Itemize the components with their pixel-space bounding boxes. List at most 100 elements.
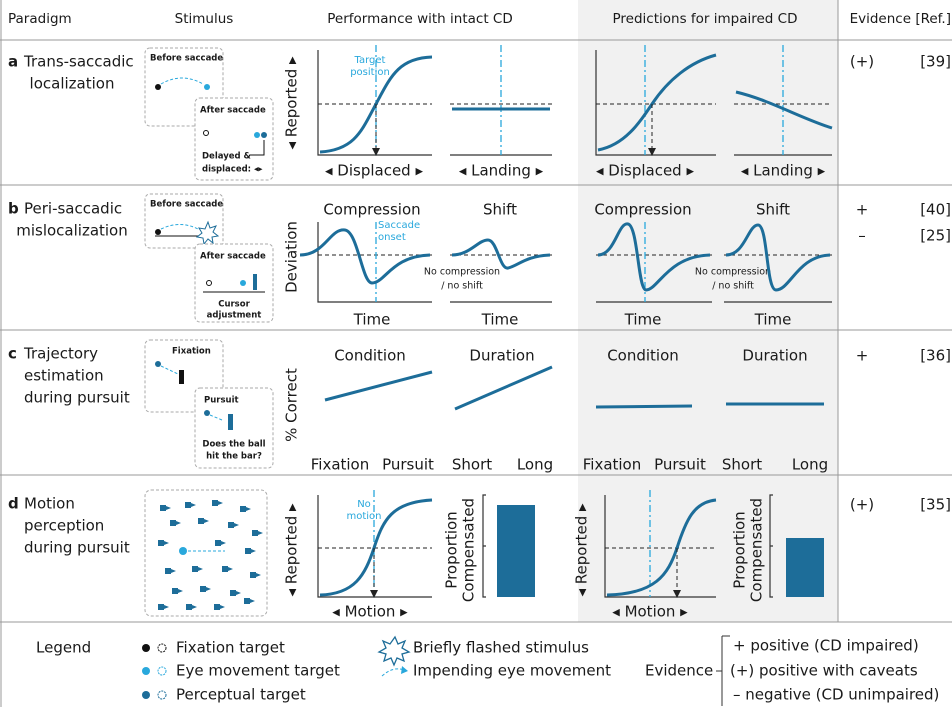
x-tick-label: Pursuit — [382, 456, 434, 474]
y-axis-label: Deviation — [283, 221, 301, 293]
x-axis-label: ◂ Landing ▸ — [741, 162, 826, 180]
stimulus-label: displaced: ◂▸ — [202, 165, 263, 175]
panel-title: Duration — [742, 347, 807, 365]
stimulus-label: hit the bar? — [206, 452, 262, 462]
paradigm: perception — [24, 517, 104, 535]
legend-item: Eye movement target — [176, 662, 340, 680]
curve — [455, 367, 552, 409]
x-axis-label: Time — [353, 311, 391, 329]
stimulus-label: Pursuit — [204, 396, 239, 406]
stimulus-label: Fixation — [172, 347, 211, 357]
target-dot — [254, 132, 260, 138]
target-dot — [240, 280, 246, 286]
stimulus-label: After saccade — [200, 252, 266, 262]
paradigm: mislocalization — [16, 222, 128, 240]
annotation: Target — [354, 55, 386, 66]
x-tick-label: Fixation — [311, 456, 370, 474]
header: Evidence [Ref.] — [850, 11, 951, 27]
note: No compression — [424, 267, 500, 278]
bracket — [716, 636, 730, 706]
x-tick-label: Long — [517, 456, 553, 474]
stimulus-label: Before saccade — [150, 54, 223, 64]
pursuit-target — [179, 547, 187, 555]
legend-symbol — [158, 691, 166, 699]
paradigm: during pursuit — [24, 389, 130, 407]
x-axis-label: ◂ Landing ▸ — [459, 162, 544, 180]
evidence-legend-item: + positive (CD impaired) — [733, 637, 919, 655]
x-tick-label: Short — [452, 456, 492, 474]
y-axis-label: Proportion — [731, 511, 749, 588]
x-axis-label: ◂ Displaced ▸ — [325, 162, 423, 180]
paradigm: Trajectory — [23, 345, 98, 363]
legend-item: Fixation target — [176, 639, 285, 657]
reference: [40] — [920, 201, 951, 219]
bar — [179, 370, 184, 384]
evidence-legend-item: – negative (CD unimpaired) — [733, 686, 939, 704]
evidence: (+) — [850, 53, 874, 71]
annotation: onset — [378, 232, 406, 243]
reference: [39] — [920, 53, 951, 71]
panel-title: Compression — [594, 201, 691, 219]
y-axis-label: ◂ Reported ▸ — [573, 503, 591, 597]
impaired-column-shade — [578, 0, 838, 622]
target-dot — [261, 132, 267, 138]
annotation: position — [350, 67, 390, 78]
reference: [36] — [920, 347, 951, 365]
header: Paradigm — [8, 11, 72, 27]
stimulus-label: Does the ball — [202, 440, 265, 450]
y-axis-label: Compensated — [748, 498, 766, 602]
evidence: + — [856, 347, 869, 365]
paradigm: localization — [30, 75, 115, 93]
paradigm: Peri-saccadic — [24, 200, 122, 218]
panel-title: Condition — [607, 347, 679, 365]
ball — [155, 361, 161, 367]
y-axis-label: % Correct — [283, 368, 301, 442]
legend-item: Impending eye movement — [413, 662, 611, 680]
legend-item: Perceptual target — [176, 686, 306, 704]
stimulus-label: Before saccade — [150, 200, 223, 210]
x-axis-label: ◂ Motion ▸ — [612, 603, 688, 621]
paradigm: Trans-saccadic — [23, 53, 134, 71]
legend-title: Evidence — [645, 662, 713, 680]
y-axis-label: Compensated — [460, 498, 478, 602]
header: Performance with intact CD — [327, 11, 512, 27]
header: Predictions for impaired CD — [613, 11, 798, 27]
ball — [204, 410, 210, 416]
reference: [35] — [920, 496, 951, 514]
legend-symbol — [158, 667, 166, 675]
legend-symbol — [401, 666, 408, 674]
row-letter: a — [8, 53, 18, 71]
x-tick-label: Short — [722, 456, 762, 474]
legend-symbol — [158, 644, 166, 652]
panel-title: Duration — [469, 347, 534, 365]
x-axis-label: ◂ Displaced ▸ — [596, 162, 694, 180]
legend-symbol — [382, 669, 404, 676]
fixation-dot — [155, 229, 161, 235]
figure: Paradigm Stimulus Performance with intac… — [0, 0, 952, 707]
bar — [228, 414, 233, 430]
panel-title: Compression — [323, 201, 420, 219]
panel-title: Condition — [334, 347, 406, 365]
note: / no shift — [441, 281, 483, 292]
annotation: No — [357, 499, 371, 510]
annotation: Saccade — [378, 220, 420, 231]
paradigm: Motion — [24, 495, 75, 513]
bar — [497, 505, 535, 597]
evidence: + — [856, 201, 869, 219]
x-tick-label: Pursuit — [654, 456, 706, 474]
legend-symbol — [142, 667, 150, 675]
x-axis-label: Time — [754, 311, 792, 329]
curve — [300, 230, 430, 283]
x-tick-label: Long — [792, 456, 828, 474]
y-axis-label: ◂ Reported ▸ — [283, 56, 301, 150]
panel-title: Shift — [483, 201, 517, 219]
target-dot — [204, 84, 210, 90]
stimulus-label: After saccade — [200, 106, 266, 116]
note: / no shift — [712, 281, 754, 292]
row-letter: b — [8, 200, 19, 218]
stimulus-label: Cursor — [218, 300, 250, 310]
paradigm: estimation — [24, 367, 104, 385]
stimulus-label: adjustment — [207, 311, 262, 321]
fixation-dot — [155, 84, 161, 90]
curve — [325, 372, 432, 400]
